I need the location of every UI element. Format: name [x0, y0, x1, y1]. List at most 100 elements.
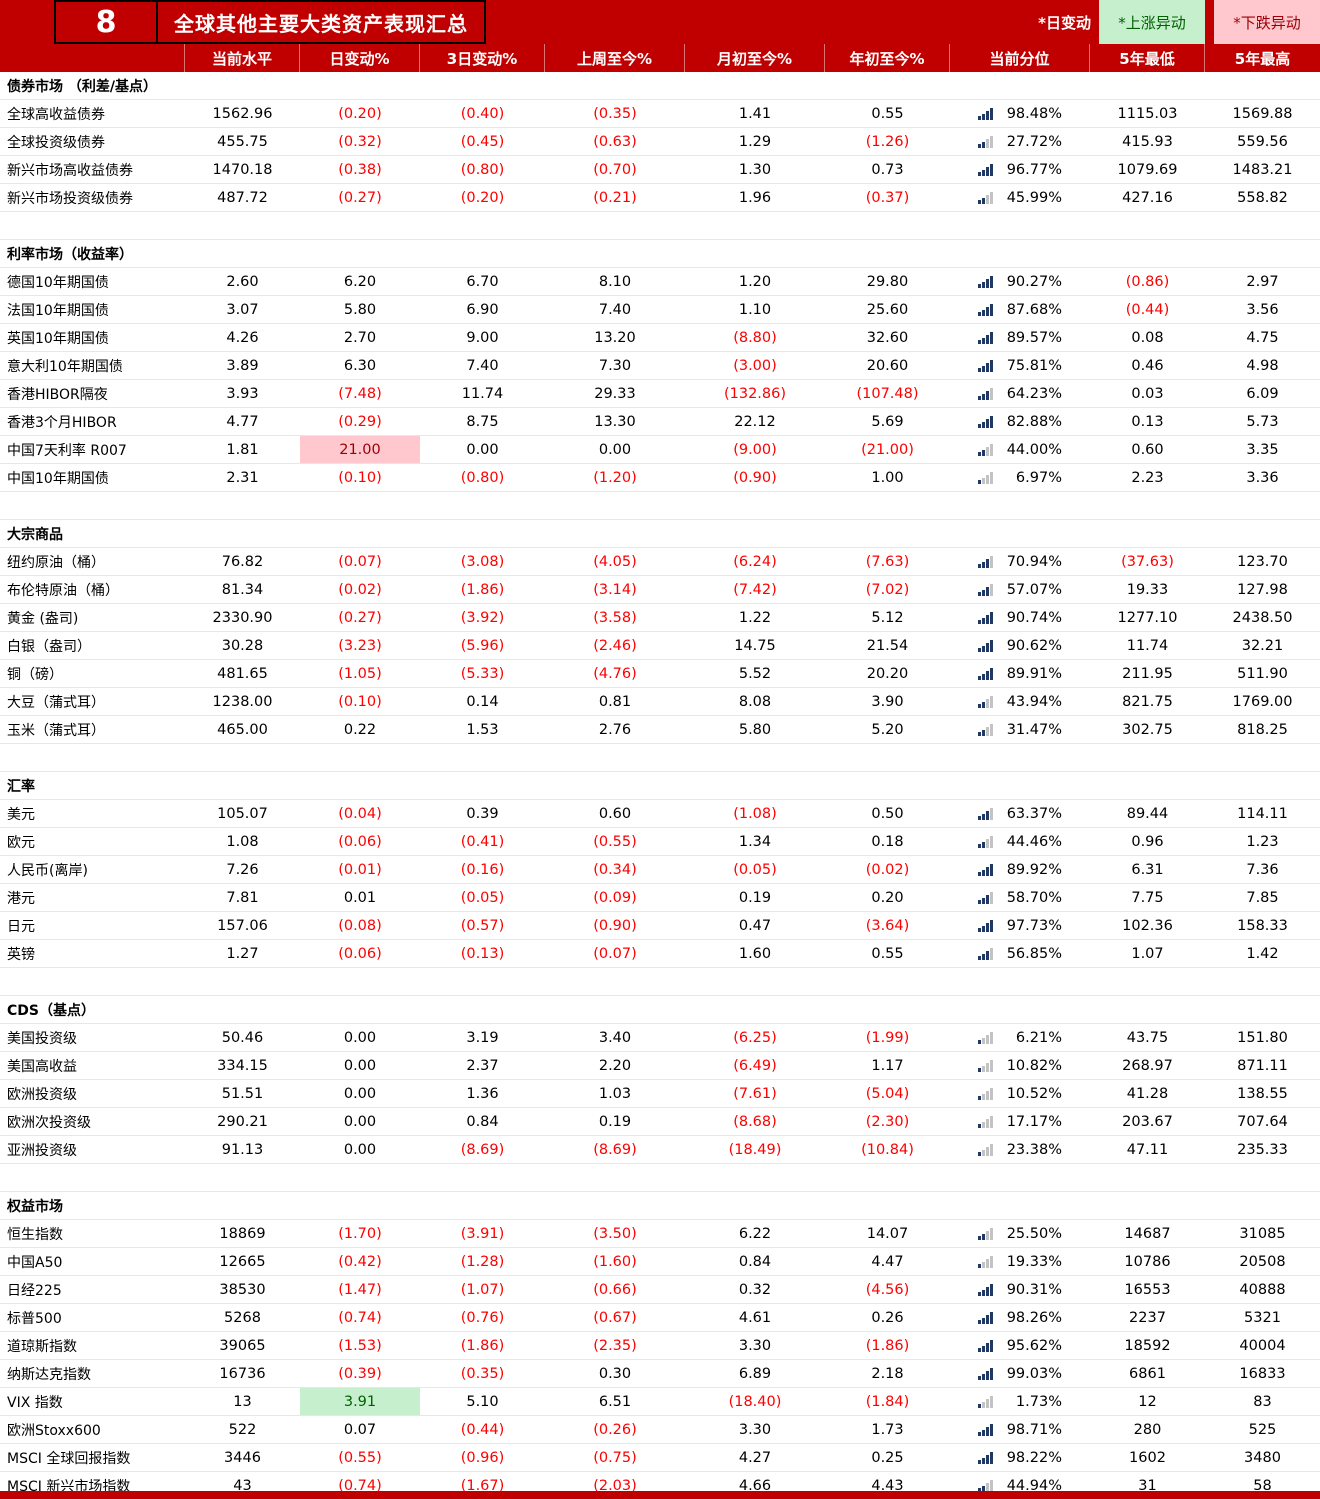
cell-week-to-date-pct: (4.05)	[545, 548, 685, 576]
cell-3d-change-pct: (0.20)	[420, 184, 545, 212]
cell-year-to-date-pct: 0.18	[825, 828, 950, 856]
empty-cell	[950, 1164, 1090, 1192]
cell-3d-change-pct: (0.57)	[420, 912, 545, 940]
cell-year-to-date-pct: 1.17	[825, 1052, 950, 1080]
percentile-value: 87.68%	[1006, 301, 1062, 318]
percentile-histogram-icon	[978, 1227, 994, 1240]
empty-cell	[185, 240, 300, 268]
percentile-histogram-icon	[978, 1395, 994, 1408]
empty-cell	[1205, 1192, 1320, 1220]
cell-3d-change-pct: (0.45)	[420, 128, 545, 156]
asset-label: 玉米（蒲式耳）	[0, 716, 185, 744]
empty-cell	[685, 72, 825, 100]
cell-current-level: 3446	[185, 1444, 300, 1472]
asset-label: 日元	[0, 912, 185, 940]
section-header-row: CDS（基点）	[0, 996, 1320, 1024]
percentile-value: 90.31%	[1006, 1281, 1062, 1298]
cell-day-change-pct: (0.20)	[300, 100, 420, 128]
percentile-histogram-icon	[978, 191, 994, 204]
asset-row: 中国A50 12665 (0.42) (1.28) (1.60) 0.84 4.47 19.3…	[0, 1248, 1320, 1276]
cell-5y-low: 43.75	[1090, 1024, 1205, 1052]
cell-month-to-date-pct: 0.19	[685, 884, 825, 912]
cell-5y-low: 14687	[1090, 1220, 1205, 1248]
empty-cell	[545, 996, 685, 1024]
cell-day-change-pct: (0.02)	[300, 576, 420, 604]
cell-3d-change-pct: 7.40	[420, 352, 545, 380]
percentile-histogram-icon	[978, 695, 994, 708]
cell-current-percentile: 56.85%	[950, 940, 1090, 968]
cell-5y-high: 558.82	[1205, 184, 1320, 212]
column-header-row: 当前水平 日变动% 3日变动% 上周至今% 月初至今% 年初至今% 当前分位 5…	[0, 44, 1320, 72]
asset-label: MSCI 全球回报指数	[0, 1444, 185, 1472]
asset-label: 全球高收益债券	[0, 100, 185, 128]
asset-row: 法国10年期国债 3.07 5.80 6.90 7.40 1.10 25.60 87.68% (…	[0, 296, 1320, 324]
empty-cell	[300, 72, 420, 100]
percentile-wrap: 45.99%	[950, 190, 1090, 206]
empty-cell	[420, 772, 545, 800]
asset-label: 日经225	[0, 1276, 185, 1304]
percentile-histogram-icon	[978, 1423, 994, 1436]
cell-day-change-pct: (0.55)	[300, 1444, 420, 1472]
percentile-value: 90.62%	[1006, 637, 1062, 654]
column-header-empty	[0, 44, 185, 72]
empty-cell	[825, 1192, 950, 1220]
percentile-wrap: 57.07%	[950, 582, 1090, 598]
cell-3d-change-pct: (5.33)	[420, 660, 545, 688]
empty-cell	[545, 1164, 685, 1192]
asset-label: 恒生指数	[0, 1220, 185, 1248]
cell-week-to-date-pct: 7.40	[545, 296, 685, 324]
section-header-row: 大宗商品	[0, 520, 1320, 548]
cell-5y-low: 821.75	[1090, 688, 1205, 716]
cell-day-change-pct: 6.20	[300, 268, 420, 296]
empty-cell	[300, 968, 420, 996]
cell-current-level: 7.81	[185, 884, 300, 912]
cell-5y-high: 127.98	[1205, 576, 1320, 604]
percentile-histogram-icon	[978, 1031, 994, 1044]
percentile-histogram-icon	[978, 807, 994, 820]
empty-cell	[1090, 744, 1205, 772]
cell-week-to-date-pct: 0.81	[545, 688, 685, 716]
cell-current-percentile: 6.97%	[950, 464, 1090, 492]
cell-year-to-date-pct: 32.60	[825, 324, 950, 352]
percentile-histogram-icon	[978, 723, 994, 736]
asset-label: 新兴市场高收益债券	[0, 156, 185, 184]
cell-year-to-date-pct: (10.84)	[825, 1136, 950, 1164]
cell-3d-change-pct: 0.39	[420, 800, 545, 828]
percentile-value: 70.94%	[1006, 553, 1062, 570]
percentile-histogram-icon	[978, 1087, 994, 1100]
empty-cell	[420, 72, 545, 100]
percentile-histogram-icon	[978, 583, 994, 596]
cell-week-to-date-pct: 2.20	[545, 1052, 685, 1080]
empty-cell	[545, 772, 685, 800]
empty-cell	[685, 492, 825, 520]
page-title: 全球其他主要大类资产表现汇总	[156, 0, 486, 44]
percentile-histogram-icon	[978, 1143, 994, 1156]
empty-cell	[300, 520, 420, 548]
percentile-value: 90.27%	[1006, 273, 1062, 290]
asset-row: 玉米（蒲式耳） 465.00 0.22 1.53 2.76 5.80 5.20 31.47% 3…	[0, 716, 1320, 744]
cell-year-to-date-pct: (7.63)	[825, 548, 950, 576]
asset-row: 亚洲投资级 91.13 0.00 (8.69) (8.69) (18.49) (10.84)…	[0, 1136, 1320, 1164]
empty-cell	[185, 212, 300, 240]
asset-row: 意大利10年期国债 3.89 6.30 7.40 7.30 (3.00) 20.60 75.8…	[0, 352, 1320, 380]
empty-cell	[300, 996, 420, 1024]
percentile-wrap: 99.03%	[950, 1366, 1090, 1382]
cell-current-percentile: 89.57%	[950, 324, 1090, 352]
cell-5y-low: 1.07	[1090, 940, 1205, 968]
cell-month-to-date-pct: 1.10	[685, 296, 825, 324]
percentile-value: 23.38%	[1006, 1141, 1062, 1158]
cell-current-level: 157.06	[185, 912, 300, 940]
cell-week-to-date-pct: 7.30	[545, 352, 685, 380]
empty-cell	[185, 996, 300, 1024]
cell-5y-high: 3.35	[1205, 436, 1320, 464]
percentile-wrap: 89.91%	[950, 666, 1090, 682]
cell-current-percentile: 19.33%	[950, 1248, 1090, 1276]
empty-cell	[300, 772, 420, 800]
asset-label: 黄金 (盎司)	[0, 604, 185, 632]
cell-year-to-date-pct: 0.55	[825, 940, 950, 968]
cell-3d-change-pct: (1.86)	[420, 576, 545, 604]
cell-current-percentile: 27.72%	[950, 128, 1090, 156]
cell-3d-change-pct: 8.75	[420, 408, 545, 436]
cell-current-percentile: 25.50%	[950, 1220, 1090, 1248]
percentile-wrap: 97.73%	[950, 918, 1090, 934]
